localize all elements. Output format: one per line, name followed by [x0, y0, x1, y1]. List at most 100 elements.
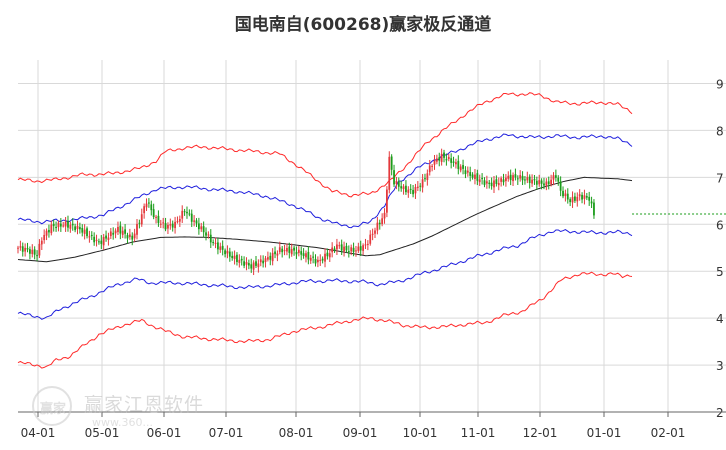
- candle-body: [188, 213, 191, 215]
- candle-body: [424, 178, 426, 180]
- candle-body: [502, 179, 505, 183]
- candle-body: [571, 196, 574, 203]
- candle-body: [340, 244, 343, 251]
- candle-body: [376, 222, 379, 231]
- candle-body: [347, 251, 350, 253]
- candle-body: [447, 156, 450, 160]
- candle-body: [240, 258, 243, 261]
- y-tick-label: 5: [716, 265, 724, 279]
- candle-body: [262, 260, 265, 264]
- x-tick-label: 10-01: [403, 426, 438, 440]
- candle-body: [214, 242, 217, 244]
- candle-body: [286, 247, 288, 252]
- candle-body: [109, 231, 112, 237]
- outer-upper-band: [17, 92, 633, 198]
- candle-body: [138, 222, 141, 224]
- inner-lower-band: [17, 229, 633, 320]
- candle-body: [76, 225, 79, 229]
- candle-body: [302, 253, 305, 257]
- candle-body: [543, 183, 545, 186]
- candle-body: [78, 227, 81, 230]
- candle-body: [526, 177, 529, 181]
- candle-body: [288, 246, 291, 253]
- candle-body: [471, 174, 474, 178]
- candle-body: [409, 188, 412, 190]
- candle-body: [114, 230, 117, 234]
- candle-body: [538, 180, 541, 185]
- candle-body: [178, 218, 181, 222]
- candle-body: [57, 222, 60, 228]
- candle-body: [64, 221, 67, 227]
- candle-body: [257, 263, 260, 268]
- candle-body: [388, 156, 391, 190]
- candle-body: [98, 241, 100, 243]
- candle-body: [252, 262, 255, 270]
- candle-body: [148, 202, 150, 204]
- candle-body: [200, 226, 203, 230]
- grid-lines: [18, 60, 726, 413]
- candle-body: [581, 194, 583, 200]
- candle-body: [359, 246, 362, 251]
- candle-body: [202, 226, 205, 233]
- candle-body: [431, 165, 434, 167]
- candle-body: [490, 182, 493, 187]
- candle-body: [197, 223, 200, 230]
- candle-body: [566, 193, 569, 200]
- candle-body: [535, 180, 538, 185]
- candle-body: [336, 244, 338, 250]
- candle-body: [55, 226, 57, 229]
- candle-body: [283, 250, 286, 252]
- candle-body: [300, 251, 303, 255]
- candle-body: [414, 186, 417, 194]
- candle-body: [545, 181, 548, 186]
- candle-body: [159, 223, 162, 225]
- candlesticks: [17, 148, 595, 276]
- candle-body: [183, 211, 186, 213]
- candle-body: [355, 250, 357, 252]
- candle-body: [71, 223, 74, 226]
- candle-body: [426, 173, 429, 181]
- candle-body: [469, 172, 472, 176]
- candle-body: [90, 234, 93, 236]
- candle-body: [524, 179, 526, 181]
- candle-body: [21, 246, 24, 252]
- candle-body: [67, 220, 69, 228]
- y-tick-label: 6: [716, 218, 724, 232]
- candle-body: [569, 199, 572, 203]
- candle-body: [328, 253, 331, 258]
- candle-body: [307, 251, 310, 260]
- candle-body: [93, 236, 96, 243]
- candle-body: [19, 246, 22, 248]
- candle-body: [231, 255, 234, 259]
- candle-body: [350, 247, 353, 252]
- candle-body: [278, 247, 281, 253]
- candle-body: [121, 230, 124, 235]
- candle-body: [117, 226, 119, 232]
- candle-body: [588, 196, 591, 201]
- candle-body: [393, 170, 395, 185]
- candle-body: [428, 165, 431, 173]
- candle-body: [43, 234, 46, 241]
- candle-body: [390, 156, 393, 170]
- candle-body: [554, 175, 557, 178]
- candle-body: [33, 249, 36, 255]
- candle-body: [157, 215, 160, 223]
- y-tick-label: 2: [716, 406, 724, 420]
- x-tick-label: 04-01: [21, 426, 56, 440]
- x-tick-label: 02-01: [651, 426, 686, 440]
- candle-body: [259, 259, 262, 263]
- candle-body: [552, 175, 555, 180]
- candle-body: [107, 237, 110, 240]
- candle-body: [433, 160, 436, 165]
- x-tick-label: 08-01: [279, 426, 314, 440]
- candle-body: [243, 261, 245, 266]
- candle-body: [562, 190, 564, 197]
- candle-body: [205, 232, 207, 236]
- candle-body: [38, 243, 41, 256]
- candle-body: [455, 162, 457, 165]
- outer-lower-band: [17, 271, 633, 369]
- candle-body: [550, 179, 553, 185]
- candle-body: [564, 193, 567, 197]
- candle-body: [521, 175, 524, 181]
- candle-body: [50, 224, 53, 234]
